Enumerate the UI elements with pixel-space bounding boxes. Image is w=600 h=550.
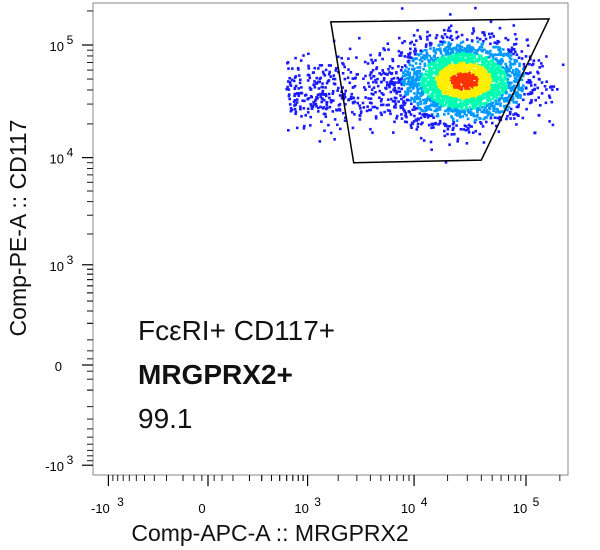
y-tick-label: 10 bbox=[50, 152, 64, 167]
y-tick-label: 10 bbox=[50, 39, 64, 54]
y-tick-exponent: 3 bbox=[67, 453, 74, 467]
y-tick-exponent: 3 bbox=[67, 253, 74, 267]
x-axis-minor-ticks bbox=[112, 475, 561, 481]
gate-polygon[interactable] bbox=[329, 18, 551, 164]
y-tick-label: 10 bbox=[50, 259, 64, 274]
x-tick-label: 10 bbox=[294, 501, 308, 516]
y-tick-exponent: 5 bbox=[67, 33, 74, 47]
gate-percent: 99.1 bbox=[138, 403, 193, 434]
y-axis-minor-ticks bbox=[87, 10, 93, 462]
gate-name-line1: FcεRI+ CD117+ bbox=[138, 315, 335, 346]
x-tick-label: 0 bbox=[198, 501, 205, 516]
gate-name-line2: MRGPRX2+ bbox=[138, 359, 293, 390]
x-tick-label: 10 bbox=[401, 501, 415, 516]
y-axis-title: Comp-PE-A :: CD117 bbox=[5, 120, 31, 337]
y-tick-label: -10 bbox=[45, 459, 64, 474]
event-dots bbox=[285, 6, 565, 164]
y-tick-label: 0 bbox=[55, 359, 62, 374]
x-axis-ticks: -10 3 0 10 3 10 4 10 5 bbox=[91, 475, 540, 516]
x-tick-exponent: 3 bbox=[314, 495, 321, 509]
x-tick-exponent: 4 bbox=[421, 495, 428, 509]
y-tick-exponent: 4 bbox=[67, 146, 74, 160]
x-tick-exponent: 3 bbox=[117, 495, 124, 509]
x-axis-title: Comp-APC-A :: MRGPRX2 bbox=[131, 520, 408, 546]
x-tick-label: 10 bbox=[513, 501, 527, 516]
x-tick-exponent: 5 bbox=[533, 495, 540, 509]
x-tick-label: -10 bbox=[91, 501, 110, 516]
